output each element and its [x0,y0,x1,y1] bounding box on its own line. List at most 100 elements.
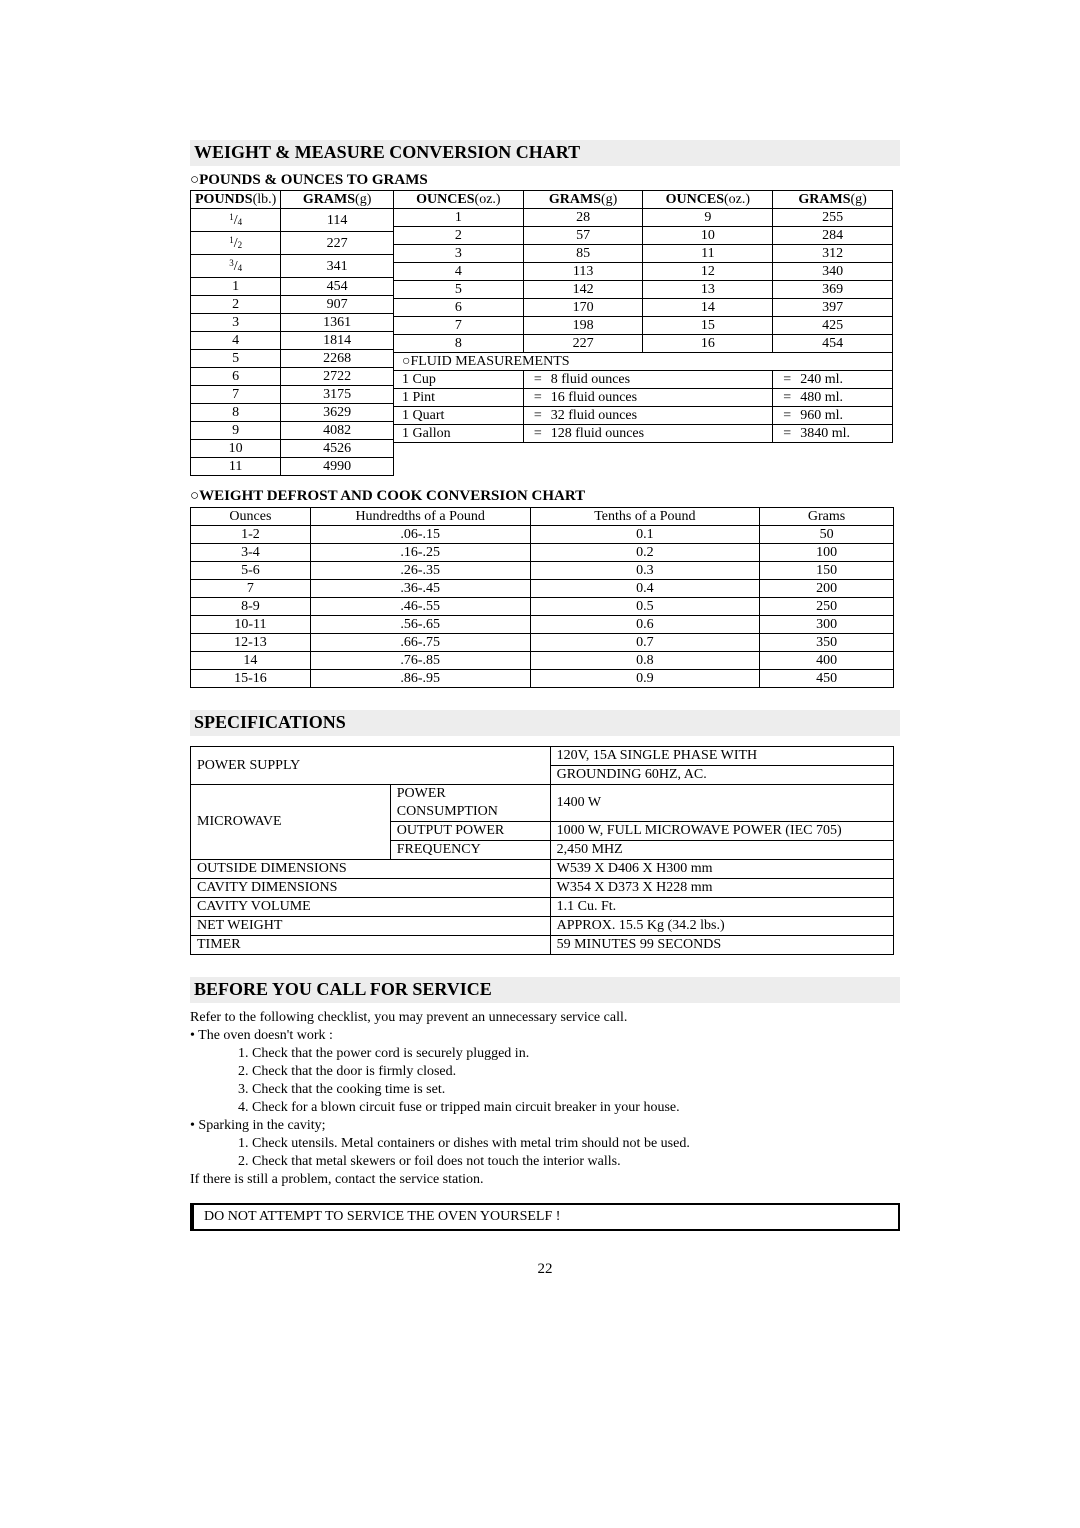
cell: = 32 fluid ounces [523,407,772,425]
tables-row: POUNDS(lb.) GRAMS(g) 1/41141/22273/43411… [190,190,900,476]
spec-k2-4: FREQUENCY [390,841,550,860]
spec-v-0: 120V, 15A SINGLE PHASE WITH [550,747,893,766]
cell: .76-.85 [310,652,530,670]
section-title-chart: WEIGHT & MEASURE CONVERSION CHART [190,140,900,166]
cell: 454 [281,278,394,296]
cell: 0.9 [530,670,760,688]
cell: 0.6 [530,616,760,634]
cell: 3 [191,314,281,332]
table-row: 14.76-.850.8400 [191,652,894,670]
cell: .56-.65 [310,616,530,634]
table-row: 12-13.66-.750.7350 [191,634,894,652]
cell: 3/4 [191,255,281,278]
cell: 369 [773,281,893,299]
cell: 9 [643,209,773,227]
cell: 3 [394,245,524,263]
cell: 150 [760,562,894,580]
pounds-table: POUNDS(lb.) GRAMS(g) 1/41141/22273/43411… [190,190,394,476]
table-row: 2907 [191,296,394,314]
cell: 284 [773,227,893,245]
page: WEIGHT & MEASURE CONVERSION CHART ○POUND… [0,0,1080,1528]
cell: 16 [643,335,773,353]
spec-k-9: TIMER [191,936,551,955]
cell: 4 [394,263,524,281]
spec-v-1: GROUNDING 60HZ, AC. [550,766,893,785]
cell: 3-4 [191,544,311,562]
cell: 1 Gallon [394,425,524,443]
table-row: 114990 [191,458,394,476]
table-row: 822716454 [394,335,893,353]
service-b1-2: 3. Check that the cooking time is set. [190,1081,900,1099]
spec-v-7: 1.1 Cu. Ft. [550,898,893,917]
oz-header-2: GRAMS(g) [523,191,643,209]
table-row: 73175 [191,386,394,404]
table-row: 5-6.26-.350.3150 [191,562,894,580]
cell: 3629 [281,404,394,422]
cell: 397 [773,299,893,317]
cell: 7 [191,386,281,404]
section-title-service: BEFORE YOU CALL FOR SERVICE [190,977,900,1003]
cell: 113 [523,263,643,281]
cell: 1 [191,278,281,296]
cell: 907 [281,296,394,314]
cell: 250 [760,598,894,616]
cell: 2268 [281,350,394,368]
table-row: 31361 [191,314,394,332]
cell: 12 [643,263,773,281]
cell: 0.8 [530,652,760,670]
cell: 15 [643,317,773,335]
defrost-h3: Tenths of a Pound [530,508,760,526]
cell: 2722 [281,368,394,386]
table-row: 104526 [191,440,394,458]
cell: 4082 [281,422,394,440]
table-row: 1 Quart= 32 fluid ounces= 960 ml. [394,407,893,425]
defrost-h1: Ounces [191,508,311,526]
service-b1: • The oven doesn't work : [190,1027,900,1045]
table-row: 1/2227 [191,232,394,255]
cell: .16-.25 [310,544,530,562]
cell: 255 [773,209,893,227]
cell: 2 [191,296,281,314]
cell: = 480 ml. [773,389,893,407]
service-body: Refer to the following checklist, you ma… [190,1009,900,1189]
cell: .66-.75 [310,634,530,652]
cell: = 16 fluid ounces [523,389,772,407]
spec-k-micro: MICROWAVE [191,785,391,860]
cell: 170 [523,299,643,317]
oz-header-4: GRAMS(g) [773,191,893,209]
cell: 11 [643,245,773,263]
table-row: 83629 [191,404,394,422]
table-row: 3-4.16-.250.2100 [191,544,894,562]
section-title-spec: SPECIFICATIONS [190,710,900,736]
table-row: 1454 [191,278,394,296]
cell: 0.7 [530,634,760,652]
spec-k2-2: POWER CONSUMPTION [390,785,550,822]
cell: 1 Cup [394,371,524,389]
cell: 0.1 [530,526,760,544]
table-row: 8-9.46-.550.5250 [191,598,894,616]
cell: 15-16 [191,670,311,688]
table-row: 7.36-.450.4200 [191,580,894,598]
cell: = 3840 ml. [773,425,893,443]
cell: = 240 ml. [773,371,893,389]
cell: 0.3 [530,562,760,580]
service-b1-1: 2. Check that the door is firmly closed. [190,1063,900,1081]
spec-v-8: APPROX. 15.5 Kg (34.2 lbs.) [550,917,893,936]
subtitle-defrost: ○WEIGHT DEFROST AND COOK CONVERSION CHAR… [190,488,900,505]
subtitle-fluid-text: FLUID MEASUREMENTS [410,354,569,369]
subtitle-pounds-text: POUNDS & OUNCES TO GRAMS [199,172,428,188]
spec-v-9: 59 MINUTES 99 SECONDS [550,936,893,955]
cell: 12-13 [191,634,311,652]
cell: 7 [394,317,524,335]
cell: 14 [191,652,311,670]
spec-v-2: 1400 W [550,785,893,822]
service-b2: • Sparking in the cavity; [190,1117,900,1135]
service-intro: Refer to the following checklist, you ma… [190,1009,900,1027]
cell: 10-11 [191,616,311,634]
table-row: 719815425 [394,317,893,335]
oz-header-3: OUNCES(oz.) [643,191,773,209]
cell: 10 [643,227,773,245]
cell: 9 [191,422,281,440]
spec-v-4: 2,450 MHZ [550,841,893,860]
cell: 11 [191,458,281,476]
